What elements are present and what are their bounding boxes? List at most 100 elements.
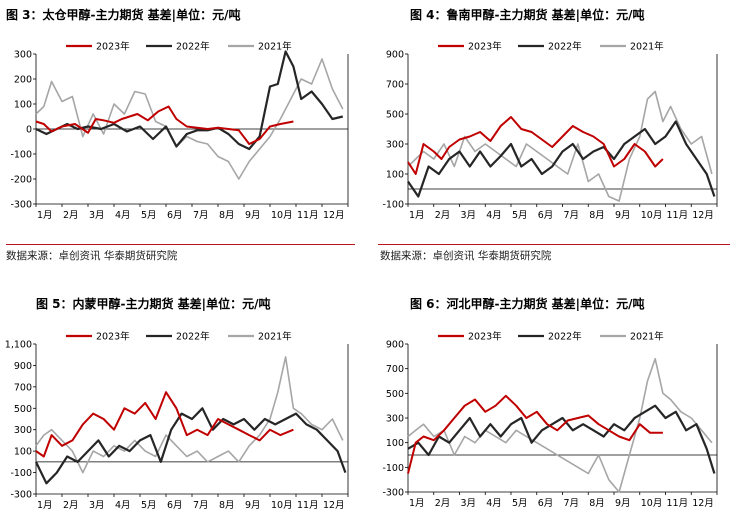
line-chart: 300 200 100 0 -100 -200 -300 1月 2月 3月 4月 5月 6月 7月 8月 9月… bbox=[10, 41, 349, 221]
y-tick-label: -300 bbox=[10, 200, 32, 211]
series-line-2022 bbox=[407, 120, 716, 198]
y-tick-label: 300 bbox=[14, 425, 32, 436]
series-line-2021 bbox=[35, 356, 344, 474]
x-tick-label: 8月 bbox=[589, 498, 605, 509]
x-tick-label: 2月 bbox=[63, 210, 79, 221]
y-tick-label: 500 bbox=[386, 110, 404, 121]
y-tick-label: -100 bbox=[10, 468, 32, 479]
y-tick-label: 500 bbox=[14, 404, 32, 415]
x-tick-label: 1月 bbox=[37, 210, 53, 221]
y-tick-label: 1,100 bbox=[5, 340, 32, 351]
series-line-2023 bbox=[407, 116, 664, 175]
y-tick-label: -300 bbox=[382, 488, 404, 499]
legend-label: 2023年 bbox=[96, 41, 130, 53]
y-tick-label: 900 bbox=[386, 50, 404, 61]
legend-label: 2021年 bbox=[630, 41, 664, 53]
x-tick-label: 12月 bbox=[323, 210, 345, 221]
legend-label: 2022年 bbox=[548, 41, 582, 53]
line-chart: 900 700 500 300 100 -100 1月 2月 3月 4月 5月 6月 7月 8月 9月 10月… bbox=[382, 41, 718, 221]
y-tick-label: 700 bbox=[14, 382, 32, 393]
y-tick-label: 500 bbox=[386, 389, 404, 400]
legend-label: 2021年 bbox=[258, 331, 292, 343]
chart-panel-1: 图 3：太仓甲醇-主力期货 基差|单位：元/吨 300 200 100 0 -100 -2… bbox=[0, 0, 360, 262]
legend-label: 2022年 bbox=[548, 331, 582, 343]
x-tick-label: 10月 bbox=[271, 210, 293, 221]
x-tick-label: 7月 bbox=[193, 500, 209, 511]
line-chart: 1,100 900 700 500 300 100 -100 -300 1月 2月 3月 4月 5月 6月… bbox=[5, 331, 349, 511]
y-tick-label: 100 bbox=[14, 100, 32, 111]
y-tick-label: 700 bbox=[386, 80, 404, 91]
y-tick-label: 300 bbox=[386, 140, 404, 151]
y-tick-label: 300 bbox=[14, 50, 32, 61]
chart-panel-3: 图 5：内蒙甲醇-主力期货 基差|单位：元/吨 1,100 900 700 500 30… bbox=[0, 288, 360, 525]
legend-label: 2021年 bbox=[630, 331, 664, 343]
y-tick-label: 200 bbox=[14, 75, 32, 86]
x-tick-label: 11月 bbox=[667, 210, 689, 221]
y-tick-label: -100 bbox=[10, 150, 32, 161]
x-tick-label: 11月 bbox=[297, 500, 319, 511]
x-tick-label: 6月 bbox=[167, 500, 183, 511]
x-tick-label: 1月 bbox=[37, 500, 53, 511]
legend-label: 2023年 bbox=[96, 331, 130, 343]
x-tick-label: 4月 bbox=[486, 498, 502, 509]
legend-label: 2021年 bbox=[258, 41, 292, 53]
y-tick-label: 300 bbox=[386, 414, 404, 425]
x-tick-label: 4月 bbox=[115, 500, 131, 511]
x-tick-label: 3月 bbox=[89, 210, 105, 221]
chart-title: 图 3：太仓甲醇-主力期货 基差|单位：元/吨 bbox=[6, 8, 241, 22]
x-tick-label: 8月 bbox=[589, 210, 605, 221]
line-chart: 900 700 500 300 100 -100 -300 1月 2月 3月 4月 5月 6月 7月 8月 9… bbox=[382, 331, 718, 509]
chart-title: 图 6：河北甲醇-主力期货 基差|单位：元/吨 bbox=[410, 297, 645, 311]
x-tick-label: 1月 bbox=[409, 498, 425, 509]
x-tick-label: 2月 bbox=[435, 498, 451, 509]
x-tick-label: 7月 bbox=[193, 210, 209, 221]
series-line-2021 bbox=[407, 358, 713, 493]
series-line-2023 bbox=[35, 391, 294, 458]
x-tick-label: 11月 bbox=[667, 498, 689, 509]
series-line-2021 bbox=[407, 90, 713, 202]
x-tick-label: 10月 bbox=[641, 498, 663, 509]
y-tick-label: -300 bbox=[10, 490, 32, 501]
y-tick-label: -100 bbox=[382, 463, 404, 474]
x-tick-label: 5月 bbox=[141, 500, 157, 511]
x-tick-label: 2月 bbox=[63, 500, 79, 511]
series-line-2022 bbox=[407, 404, 716, 474]
y-tick-label: -200 bbox=[10, 175, 32, 186]
x-tick-label: 9月 bbox=[615, 210, 631, 221]
x-tick-label: 8月 bbox=[219, 500, 235, 511]
y-tick-label: 100 bbox=[14, 447, 32, 458]
series-line-2023 bbox=[35, 105, 294, 145]
x-tick-label: 6月 bbox=[167, 210, 183, 221]
source-divider bbox=[6, 244, 355, 245]
x-tick-label: 7月 bbox=[564, 498, 580, 509]
source-divider bbox=[378, 244, 730, 245]
x-tick-label: 11月 bbox=[297, 210, 319, 221]
legend-label: 2023年 bbox=[468, 331, 502, 343]
legend-label: 2022年 bbox=[176, 41, 210, 53]
y-tick-label: 900 bbox=[14, 361, 32, 372]
x-tick-label: 3月 bbox=[461, 498, 477, 509]
x-tick-label: 1月 bbox=[409, 210, 425, 221]
series-line-2022 bbox=[35, 50, 344, 151]
x-tick-label: 5月 bbox=[512, 210, 528, 221]
x-tick-label: 12月 bbox=[323, 500, 345, 511]
y-tick-label: 900 bbox=[386, 340, 404, 351]
y-tick-label: 0 bbox=[26, 125, 32, 136]
x-tick-label: 6月 bbox=[538, 210, 554, 221]
chart-title: 图 4：鲁南甲醇-主力期货 基差|单位：元/吨 bbox=[410, 8, 645, 22]
x-tick-label: 3月 bbox=[461, 210, 477, 221]
x-tick-label: 5月 bbox=[512, 498, 528, 509]
y-tick-label: -100 bbox=[382, 200, 404, 211]
series-line-2023 bbox=[407, 394, 663, 474]
chart-panel-4: 图 6：河北甲醇-主力期货 基差|单位：元/吨 900 700 500 300 100 -… bbox=[372, 288, 737, 525]
legend-label: 2023年 bbox=[468, 41, 502, 53]
x-tick-label: 7月 bbox=[564, 210, 580, 221]
y-tick-label: 100 bbox=[386, 170, 404, 181]
y-tick-label: 100 bbox=[386, 438, 404, 449]
x-tick-label: 12月 bbox=[692, 210, 714, 221]
source-note: 数据来源：卓创资讯 华泰期货研究院 bbox=[6, 250, 178, 262]
chart-title: 图 5：内蒙甲醇-主力期货 基差|单位：元/吨 bbox=[36, 297, 271, 311]
x-tick-label: 8月 bbox=[219, 210, 235, 221]
x-tick-label: 10月 bbox=[271, 500, 293, 511]
chart-panel-2: 图 4：鲁南甲醇-主力期货 基差|单位：元/吨 900 700 500 300 100 -… bbox=[372, 0, 737, 262]
